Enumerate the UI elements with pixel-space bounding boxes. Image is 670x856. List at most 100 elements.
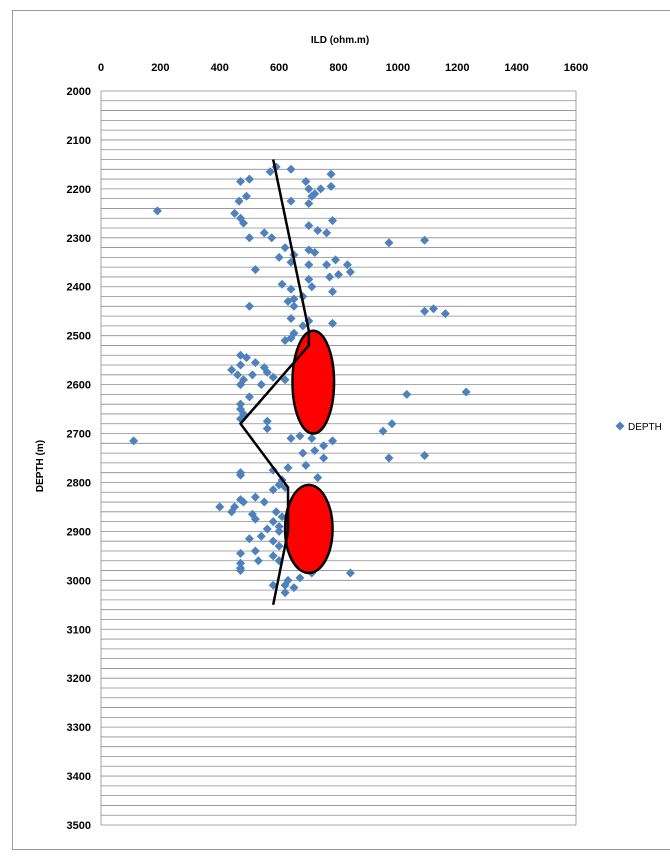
- y-tick-label: 3400: [67, 771, 91, 783]
- data-point: [307, 191, 317, 201]
- x-tick-label: 200: [151, 62, 169, 74]
- data-point: [262, 424, 272, 434]
- y-tick-label: 2900: [67, 526, 91, 538]
- data-point: [230, 208, 240, 218]
- data-point: [304, 221, 314, 231]
- x-tick-label: 1000: [386, 62, 410, 74]
- trend-line-group: [238, 159, 311, 606]
- data-point: [244, 233, 254, 243]
- x-tick-label: 800: [329, 62, 347, 74]
- y-tick-label: 3200: [67, 673, 91, 685]
- data-point: [326, 181, 336, 191]
- data-point: [274, 541, 284, 551]
- data-point: [280, 580, 290, 590]
- data-point: [304, 260, 314, 270]
- data-point: [286, 314, 296, 324]
- data-point: [152, 206, 162, 216]
- data-point: [283, 463, 293, 473]
- y-tick-label: 3000: [67, 575, 91, 587]
- data-point: [236, 566, 246, 576]
- data-point: [241, 191, 251, 201]
- data-point: [307, 282, 317, 292]
- data-point: [334, 270, 343, 279]
- data-point: [250, 514, 260, 524]
- data-point: [262, 524, 272, 534]
- data-point: [286, 196, 296, 206]
- y-tick-label: 2300: [67, 233, 91, 245]
- data-point: [256, 380, 266, 390]
- legend: DEPTH: [615, 421, 662, 433]
- data-point: [319, 453, 329, 463]
- data-point: [429, 304, 438, 314]
- x-tick-labels: 0 200 400 600 800 1000 1200 1400 1600: [98, 62, 588, 74]
- data-point: [236, 548, 246, 558]
- data-point: [271, 507, 281, 517]
- data-point: [280, 588, 290, 598]
- data-point: [461, 387, 471, 397]
- x-axis-title: ILD (ohm.m): [311, 35, 369, 46]
- data-point: [268, 517, 278, 527]
- data-point: [268, 551, 278, 561]
- data-point: [295, 573, 305, 583]
- data-point: [267, 233, 277, 243]
- data-point: [227, 365, 237, 375]
- data-point: [326, 169, 336, 179]
- data-point: [304, 199, 314, 209]
- data-point: [286, 284, 296, 294]
- data-point: [227, 507, 237, 517]
- y-tick-label: 3100: [67, 624, 91, 636]
- data-point: [304, 274, 314, 284]
- data-point: [244, 301, 254, 311]
- data-point: [268, 485, 278, 495]
- data-point: [316, 184, 326, 194]
- data-point: [322, 260, 332, 270]
- data-point: [307, 433, 317, 443]
- data-point: [256, 531, 266, 541]
- data-point: [345, 267, 355, 277]
- data-points: [129, 162, 471, 598]
- data-point: [328, 287, 338, 297]
- data-point: [286, 433, 296, 443]
- data-point: [247, 370, 257, 380]
- data-point: [236, 380, 246, 390]
- data-point: [280, 336, 290, 346]
- data-point: [298, 448, 308, 458]
- data-point: [268, 536, 278, 546]
- y-axis-title: DEPTH (m): [35, 440, 46, 492]
- data-point: [129, 436, 139, 446]
- data-point: [244, 534, 254, 544]
- data-point: [253, 556, 263, 566]
- data-point: [250, 358, 260, 368]
- data-point: [241, 353, 251, 363]
- legend-marker-diamond: [615, 421, 625, 431]
- data-point: [319, 441, 329, 451]
- data-point: [274, 522, 284, 532]
- annotation-ellipse: [291, 329, 336, 435]
- data-point: [328, 436, 338, 446]
- data-point: [313, 225, 323, 235]
- data-point: [298, 321, 308, 331]
- data-point: [274, 526, 284, 536]
- data-point: [325, 272, 335, 282]
- y-tick-label: 2500: [67, 331, 91, 343]
- data-point: [387, 419, 397, 429]
- x-tick-label: 1600: [564, 62, 588, 74]
- data-point: [342, 260, 352, 270]
- data-point: [328, 216, 338, 226]
- data-point: [236, 558, 246, 568]
- data-point: [289, 583, 299, 593]
- y-tick-label: 2200: [67, 184, 91, 196]
- data-point: [234, 196, 244, 206]
- x-tick-label: 1200: [445, 62, 469, 74]
- y-tick-label: 3300: [67, 722, 91, 734]
- y-tick-label: 2700: [67, 429, 91, 441]
- data-point: [265, 167, 275, 177]
- data-point: [244, 392, 254, 402]
- data-point: [310, 446, 320, 456]
- data-point: [250, 546, 260, 556]
- data-point: [378, 426, 388, 436]
- data-point: [259, 497, 269, 507]
- data-point: [250, 492, 260, 502]
- y-tick-labels: 2000 2100 2200 2300 2400 2500 2600 2700 2800 2900…: [67, 86, 91, 832]
- data-point: [440, 309, 450, 319]
